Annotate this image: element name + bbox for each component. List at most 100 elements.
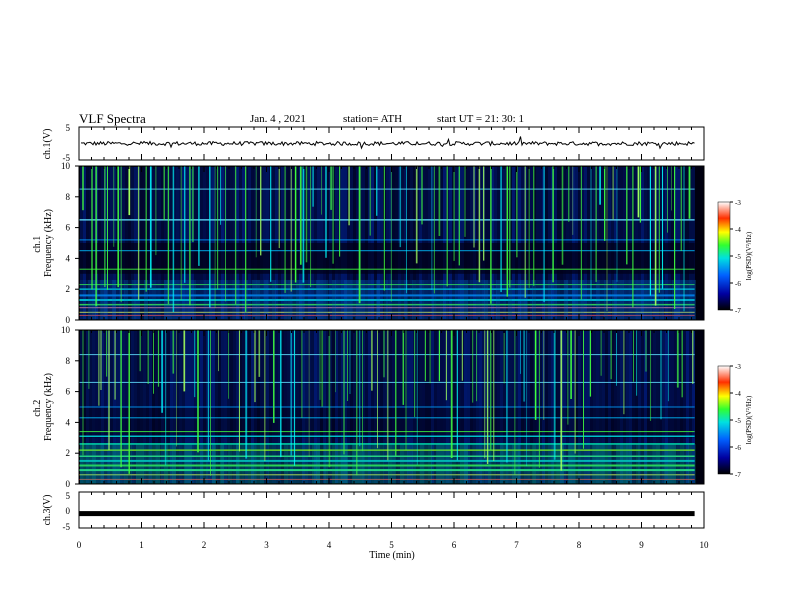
spectrogram-low-freq-texture — [644, 279, 648, 320]
spectrogram-low-freq-texture — [540, 443, 544, 484]
station-label: station= ATH — [343, 113, 403, 125]
spectrogram-low-freq-texture — [280, 279, 284, 320]
spectrogram-low-freq-texture — [572, 279, 576, 320]
spectrogram-frequency-band — [79, 303, 695, 306]
spectrogram-frequency-band — [79, 435, 695, 437]
ch1-colorbar-label: log(PSD)(V²/Hz) — [745, 231, 753, 280]
spectrogram-low-freq-texture — [324, 443, 328, 484]
spectrogram-low-freq-texture — [604, 279, 608, 320]
spectrogram-low-freq-texture — [344, 279, 348, 320]
spectrogram-low-freq-texture — [384, 279, 388, 320]
spectrogram-low-freq-texture — [668, 443, 672, 484]
spectrogram-low-freq-texture — [496, 279, 500, 320]
spectrogram-low-freq-texture — [668, 279, 672, 320]
spectrogram-low-freq-texture — [364, 279, 368, 320]
spectrogram-low-freq-texture — [252, 279, 256, 320]
spectrogram-low-freq-texture — [248, 443, 252, 484]
spectrogram-low-freq-texture — [420, 279, 424, 320]
spectrogram-low-freq-texture — [328, 279, 332, 320]
spectrogram-low-freq-texture — [392, 279, 396, 320]
spectrogram-frequency-band — [79, 381, 695, 383]
spectrogram-low-freq-texture — [608, 279, 612, 320]
spectrogram-low-freq-texture — [484, 443, 488, 484]
spectrogram-low-freq-texture — [100, 443, 104, 484]
spectrogram-low-freq-texture — [212, 279, 216, 320]
spectrogram-low-freq-texture — [604, 443, 608, 484]
spectrogram-low-freq-texture — [428, 279, 432, 320]
time-tick-label: 5 — [389, 540, 394, 550]
spectrogram-low-freq-texture — [332, 279, 336, 320]
spectrogram-low-freq-texture — [456, 443, 460, 484]
spectrogram-low-freq-texture — [156, 443, 160, 484]
ch1-spectrogram-panel: 0 2 4 6 8 10 ch.1 Frequency (kHz) — [32, 161, 705, 325]
spectrogram-low-freq-texture — [312, 279, 316, 320]
spectrogram-low-freq-texture — [132, 279, 136, 320]
spectrogram-low-freq-texture — [352, 443, 356, 484]
spectrogram-low-freq-texture — [588, 443, 592, 484]
spectrogram-low-freq-texture — [472, 443, 476, 484]
colorbar-tick-label: -5 — [735, 253, 741, 261]
spectrogram-low-freq-texture — [448, 279, 452, 320]
spectrogram-frequency-band — [79, 239, 695, 241]
spectrogram-low-freq-texture — [300, 279, 304, 320]
ch2-ylabel-line1: ch.2 — [32, 400, 43, 417]
spectrogram-low-freq-texture — [100, 279, 104, 320]
spectrogram-low-freq-texture — [120, 443, 124, 484]
spectrogram-low-freq-texture — [508, 443, 512, 484]
spectrogram-low-freq-texture — [248, 279, 252, 320]
spectrogram-low-freq-texture — [96, 279, 100, 320]
colorbar-tick-label: -7 — [735, 471, 741, 479]
spectrogram-low-freq-texture — [308, 279, 312, 320]
spectrogram-low-freq-texture — [612, 443, 616, 484]
spectrogram-frequency-band — [79, 443, 695, 445]
spectrogram-low-freq-texture — [664, 279, 668, 320]
spectrogram-low-freq-texture — [192, 279, 196, 320]
spectrogram-low-freq-texture — [80, 443, 84, 484]
spectrogram-low-freq-texture — [628, 279, 632, 320]
spectrogram-low-freq-texture — [656, 443, 660, 484]
spectrogram-low-freq-texture — [684, 279, 688, 320]
spectrogram-low-freq-texture — [472, 279, 476, 320]
spectrogram-frequency-band — [79, 474, 695, 476]
frequency-tick-label: 8 — [66, 192, 71, 202]
spectrogram-low-freq-texture — [432, 279, 436, 320]
spectrogram-low-freq-texture — [568, 279, 572, 320]
spectrogram-low-freq-texture — [468, 443, 472, 484]
spectrogram-low-freq-texture — [260, 443, 264, 484]
ch2-yticks: 0 2 4 6 8 10 — [61, 325, 79, 489]
spectrogram-low-freq-texture — [632, 279, 636, 320]
spectrogram-low-freq-texture — [672, 443, 676, 484]
frequency-tick-label: 0 — [66, 479, 71, 489]
spectrogram-low-freq-texture — [572, 443, 576, 484]
spectrogram-low-freq-texture — [360, 279, 364, 320]
spectrogram-frequency-band — [79, 455, 695, 457]
spectrogram-low-freq-texture — [408, 279, 412, 320]
frequency-tick-label: 4 — [66, 417, 71, 427]
spectrogram-low-freq-texture — [624, 443, 628, 484]
spectrogram-low-freq-texture — [524, 443, 528, 484]
spectrogram-low-freq-texture — [488, 443, 492, 484]
spectrogram-low-freq-texture — [256, 443, 260, 484]
spectrogram-low-freq-texture — [200, 279, 204, 320]
spectrogram-low-freq-texture — [652, 443, 656, 484]
spectrogram-low-freq-texture — [140, 279, 144, 320]
spectrogram-low-freq-texture — [80, 279, 84, 320]
spectrogram-low-freq-texture — [296, 279, 300, 320]
spectrogram-low-freq-texture — [452, 443, 456, 484]
spectrogram-low-freq-texture — [240, 443, 244, 484]
spectrogram-low-freq-texture — [532, 279, 536, 320]
spectrogram-low-freq-texture — [276, 443, 280, 484]
spectrogram-low-freq-texture — [444, 443, 448, 484]
spectrogram-low-freq-texture — [520, 443, 524, 484]
spectrogram-low-freq-texture — [640, 443, 644, 484]
spectrogram-low-freq-texture — [236, 279, 240, 320]
spectrogram-low-freq-texture — [92, 443, 96, 484]
spectrogram-frequency-band — [79, 268, 695, 270]
spectrogram-low-freq-texture — [640, 279, 644, 320]
spectrogram-low-freq-texture — [148, 279, 152, 320]
spectrogram-low-freq-texture — [124, 443, 128, 484]
spectrogram-low-freq-texture — [492, 279, 496, 320]
spectrogram-low-freq-texture — [228, 279, 232, 320]
spectrogram-low-freq-texture — [660, 279, 664, 320]
spectrogram-low-freq-texture — [320, 279, 324, 320]
